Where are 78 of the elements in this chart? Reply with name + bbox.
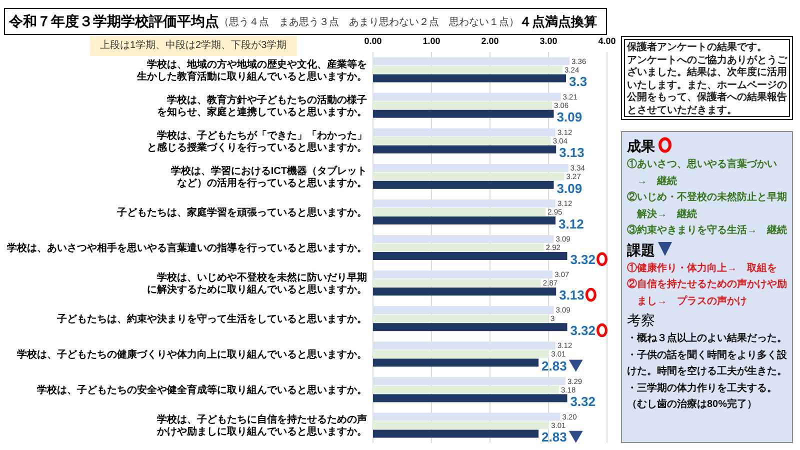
text: 保護者アンケートの結果です。 [627, 42, 768, 54]
text: ①健康作り・体力向上→ 取組を [627, 262, 778, 276]
text: ・概ね３点以上のよい結果だった。 [627, 332, 787, 346]
data-label: 2.83 [542, 358, 567, 374]
bar [373, 164, 568, 172]
data-label: 3.3 [569, 74, 588, 90]
bar [373, 92, 561, 101]
bar [373, 279, 541, 288]
bar [373, 145, 556, 154]
text: 上段は1学期、中段は2学期、下段が3学期 [90, 36, 297, 56]
bar [373, 74, 566, 82]
bar [373, 350, 550, 358]
bar [373, 314, 548, 323]
bar [373, 323, 568, 332]
text: アンケートへのご協力ありがとうございました。結果は、次年度に活用いたします。また、ホームページの公開をもって、保護者への結果報告とさせていただきます。 [627, 54, 787, 118]
y-tick-label: 学校は、子どもたちに自信を持たせるための声かけや励ましに取り組んでいると思いますか。 [156, 414, 367, 438]
bar [373, 358, 539, 367]
bar [373, 199, 556, 208]
y-tick-label: 学校は、学習におけるICT機器（タブレットなど）の活用を行っていると思いますか。 [170, 164, 367, 189]
bar [373, 66, 563, 74]
y-tick-label: 子どもたちは、家庭学習を頑張っていると思いますか。 [116, 206, 367, 218]
data-label: 3.32 [570, 394, 596, 410]
bar [373, 421, 550, 430]
data-label: 3.32 [570, 252, 596, 267]
x-tick-label: 1.00 [422, 36, 440, 46]
y-tick-label: 学校は、子どもたちが「できた」「わかった」と感じる授業づくりを行っていると思いますか。 [147, 129, 367, 154]
bar [373, 244, 544, 252]
text: 令和７年度３学期学校評価平均点 [9, 12, 219, 30]
bar [373, 342, 556, 350]
y-tick-label: 学校は、子どもたちの安全や健全育成等に取り組んでいると思いますか。 [37, 384, 367, 396]
text: ・三学期の体力作りを工夫する。 [627, 382, 778, 396]
y-tick-label: 学校は、いじめや不登校を未然に防いだり早期に解決するために取り組んでいると思いますか。 [147, 272, 367, 296]
bar [373, 430, 539, 438]
bar [373, 270, 553, 279]
y-tick-label: 学校は、子どもたちの健康づくりや体力向上に取り組んでいると思いますか。 [17, 348, 367, 361]
y-tick-label: 学校は、あいさつや相手を思いやる言葉遣いの指導を行っていると思いますか。 [7, 242, 367, 254]
data-label: 3.09 [556, 180, 582, 196]
chart-subtitle: （思う４点 まあ思う３点 あまり思わない２点 思わない１点） [219, 16, 519, 28]
text: ①あいさつ、思いやる言葉づかい → 継続 [627, 157, 778, 188]
bar [373, 128, 556, 136]
text: ４点満点換算 [519, 12, 597, 30]
y-tick-label: 子どもたちは、約束や決まりを守って生活をしていると思いますか。 [56, 313, 367, 326]
text: 成果 [627, 138, 655, 154]
bar [373, 288, 556, 296]
bar [373, 57, 570, 66]
data-label: 2.83 [542, 430, 567, 445]
y-tick-label: 学校は、教育方針や子どもたちの活動の様子を知らせ、家庭と連携していると思いますか。 [157, 94, 367, 118]
bar [373, 306, 554, 314]
x-tick-label: 3.00 [540, 36, 558, 46]
x-tick-label: 0.00 [364, 36, 382, 46]
bar [373, 172, 564, 180]
y-tick-label: 学校は、地域の方や地域の歴史や文化、産業等を生かした教育活動に取り組んでいると思いますか。 [136, 58, 367, 82]
data-label: 3.32 [570, 322, 596, 338]
text: （むし歯の治療は80%完了） [627, 397, 758, 412]
data-label: 3.12 [558, 216, 584, 232]
text: 課題 [627, 242, 655, 258]
text: ②自信を持たせるための声かけや励まし→ プラスの声かけ [627, 278, 787, 308]
bar [373, 110, 554, 118]
bar [373, 412, 560, 421]
bar [373, 216, 556, 224]
bar [373, 101, 552, 110]
bar [373, 386, 560, 394]
bar [373, 394, 568, 402]
x-tick-label: 4.00 [598, 36, 616, 46]
data-label: 3.09 [556, 110, 582, 125]
bar [373, 180, 554, 189]
x-tick-label: 2.00 [481, 36, 499, 46]
text: ②いじめ・不登校の未然防止と早期解決→ 継続 [627, 190, 787, 222]
text: ③約束やきまりを守る生活→ 継続 [627, 223, 787, 238]
bar [373, 208, 546, 216]
data-label: 3.13 [559, 145, 584, 160]
data-label: 3.13 [559, 287, 584, 302]
text: 考察 [627, 312, 655, 328]
bar [373, 377, 566, 386]
bar [373, 235, 554, 243]
bar [373, 252, 568, 260]
bar [373, 136, 551, 145]
text: ・子供の話を聞く時間をより多く設けた。時間を空ける工夫が生きた。 [627, 348, 787, 379]
